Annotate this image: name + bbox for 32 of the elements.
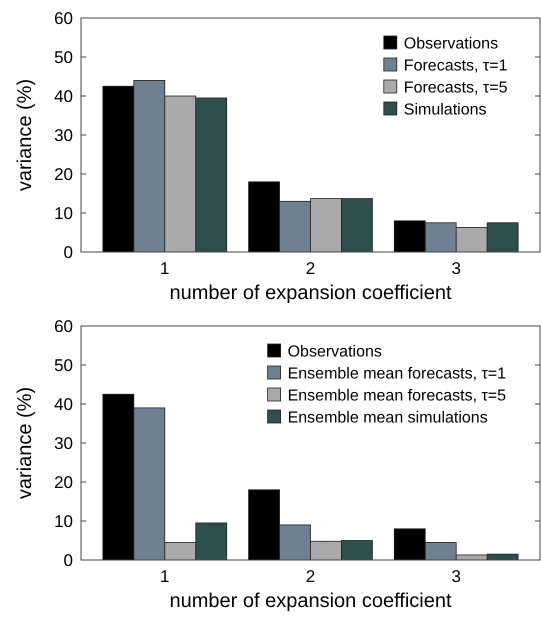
y-tick-label: 60 — [54, 8, 73, 28]
x-axis-title: number of expansion coefficient — [169, 282, 452, 304]
y-tick-label: 40 — [54, 86, 73, 106]
y-tick-label: 10 — [54, 512, 73, 531]
y-axis-title: variance (%) — [14, 78, 36, 192]
x-tick-label: 1 — [160, 259, 170, 278]
y-tick-label: 40 — [54, 394, 73, 414]
legend-label: Simulations — [404, 102, 487, 119]
x-tick-label: 2 — [306, 567, 316, 586]
y-tick-label: 50 — [54, 48, 73, 67]
y-tick-label: 0 — [64, 242, 73, 262]
legend-label: Forecasts, τ=1 — [404, 58, 508, 75]
legend-label: Observations — [288, 344, 382, 361]
legend-label: Observations — [404, 36, 498, 53]
legend-label: Ensemble mean simulations — [288, 410, 488, 427]
legend-label: Ensemble mean forecasts, τ=5 — [288, 388, 506, 405]
y-tick-label: 60 — [54, 316, 73, 336]
legend-label: Ensemble mean forecasts, τ=1 — [288, 366, 506, 383]
y-tick-label: 20 — [54, 472, 73, 492]
y-axis-title: variance (%) — [14, 386, 36, 500]
y-tick-label: 20 — [54, 164, 73, 184]
y-tick-label: 30 — [54, 434, 73, 453]
x-tick-label: 3 — [451, 259, 461, 278]
x-tick-label: 3 — [451, 567, 461, 586]
y-tick-label: 50 — [54, 356, 73, 375]
y-tick-label: 0 — [64, 550, 73, 570]
x-tick-label: 2 — [306, 259, 316, 278]
y-tick-label: 30 — [54, 126, 73, 145]
x-tick-label: 1 — [160, 567, 170, 586]
x-axis-title: number of expansion coefficient — [169, 590, 452, 612]
y-tick-label: 10 — [54, 204, 73, 223]
legend-label: Forecasts, τ=5 — [404, 80, 508, 97]
